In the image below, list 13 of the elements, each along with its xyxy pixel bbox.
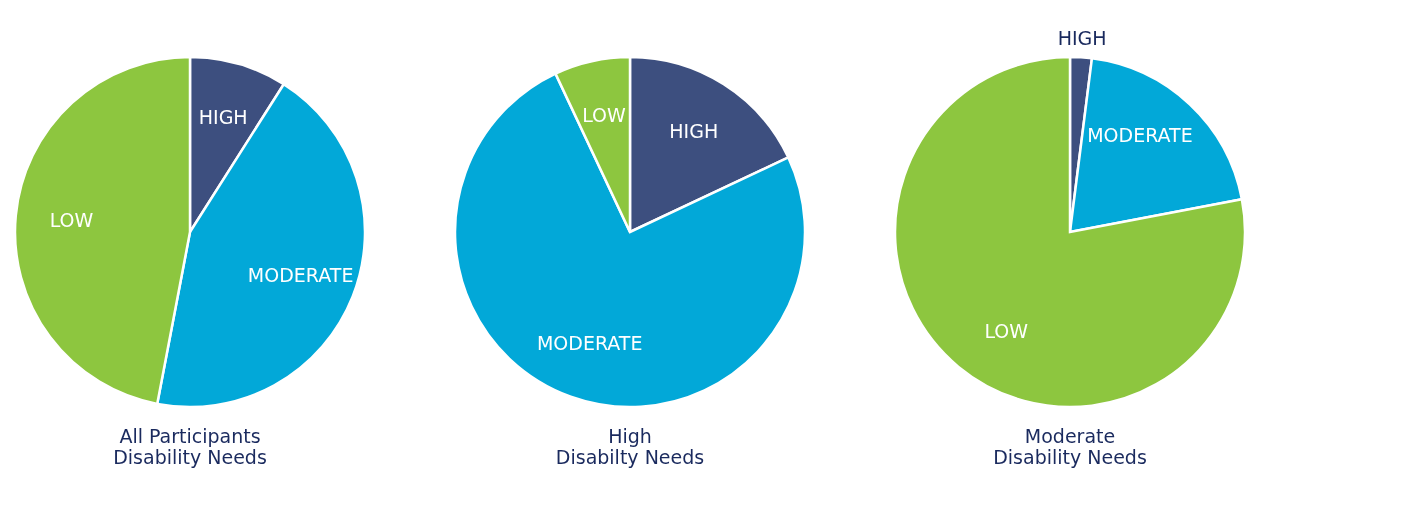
- text: High Disabilty Needs: [555, 425, 705, 468]
- slice-label: HIGH: [669, 119, 719, 142]
- text: All Participants Disability Needs: [113, 425, 267, 468]
- slice-label: MODERATE: [536, 331, 643, 354]
- slice-label: LOW: [984, 320, 1029, 343]
- slice-label: MODERATE: [1087, 123, 1193, 146]
- slice-label: MODERATE: [247, 263, 354, 286]
- slice-label: LOW: [582, 103, 627, 126]
- slice-label: HIGH: [198, 105, 248, 128]
- text: Moderate Disability Needs: [993, 425, 1147, 468]
- slice-label: LOW: [49, 208, 94, 231]
- slice-label: HIGH: [1057, 27, 1107, 50]
- pie-slice: [893, 55, 1246, 409]
